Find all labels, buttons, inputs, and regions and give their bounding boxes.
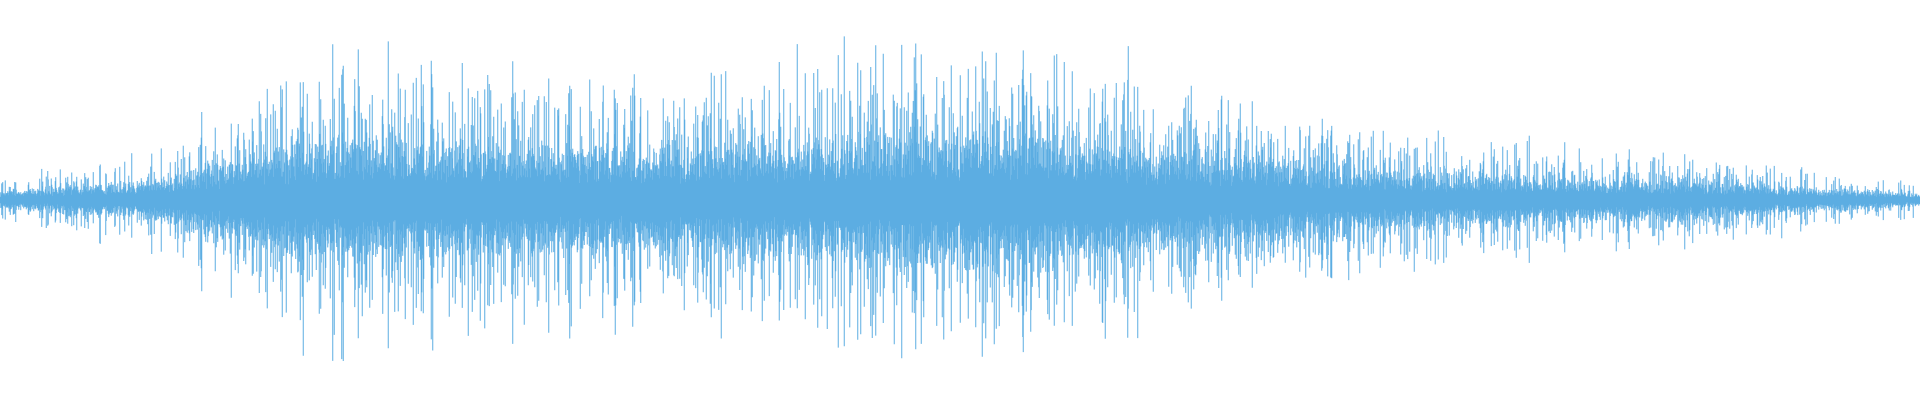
waveform-samples (0, 36, 1920, 361)
